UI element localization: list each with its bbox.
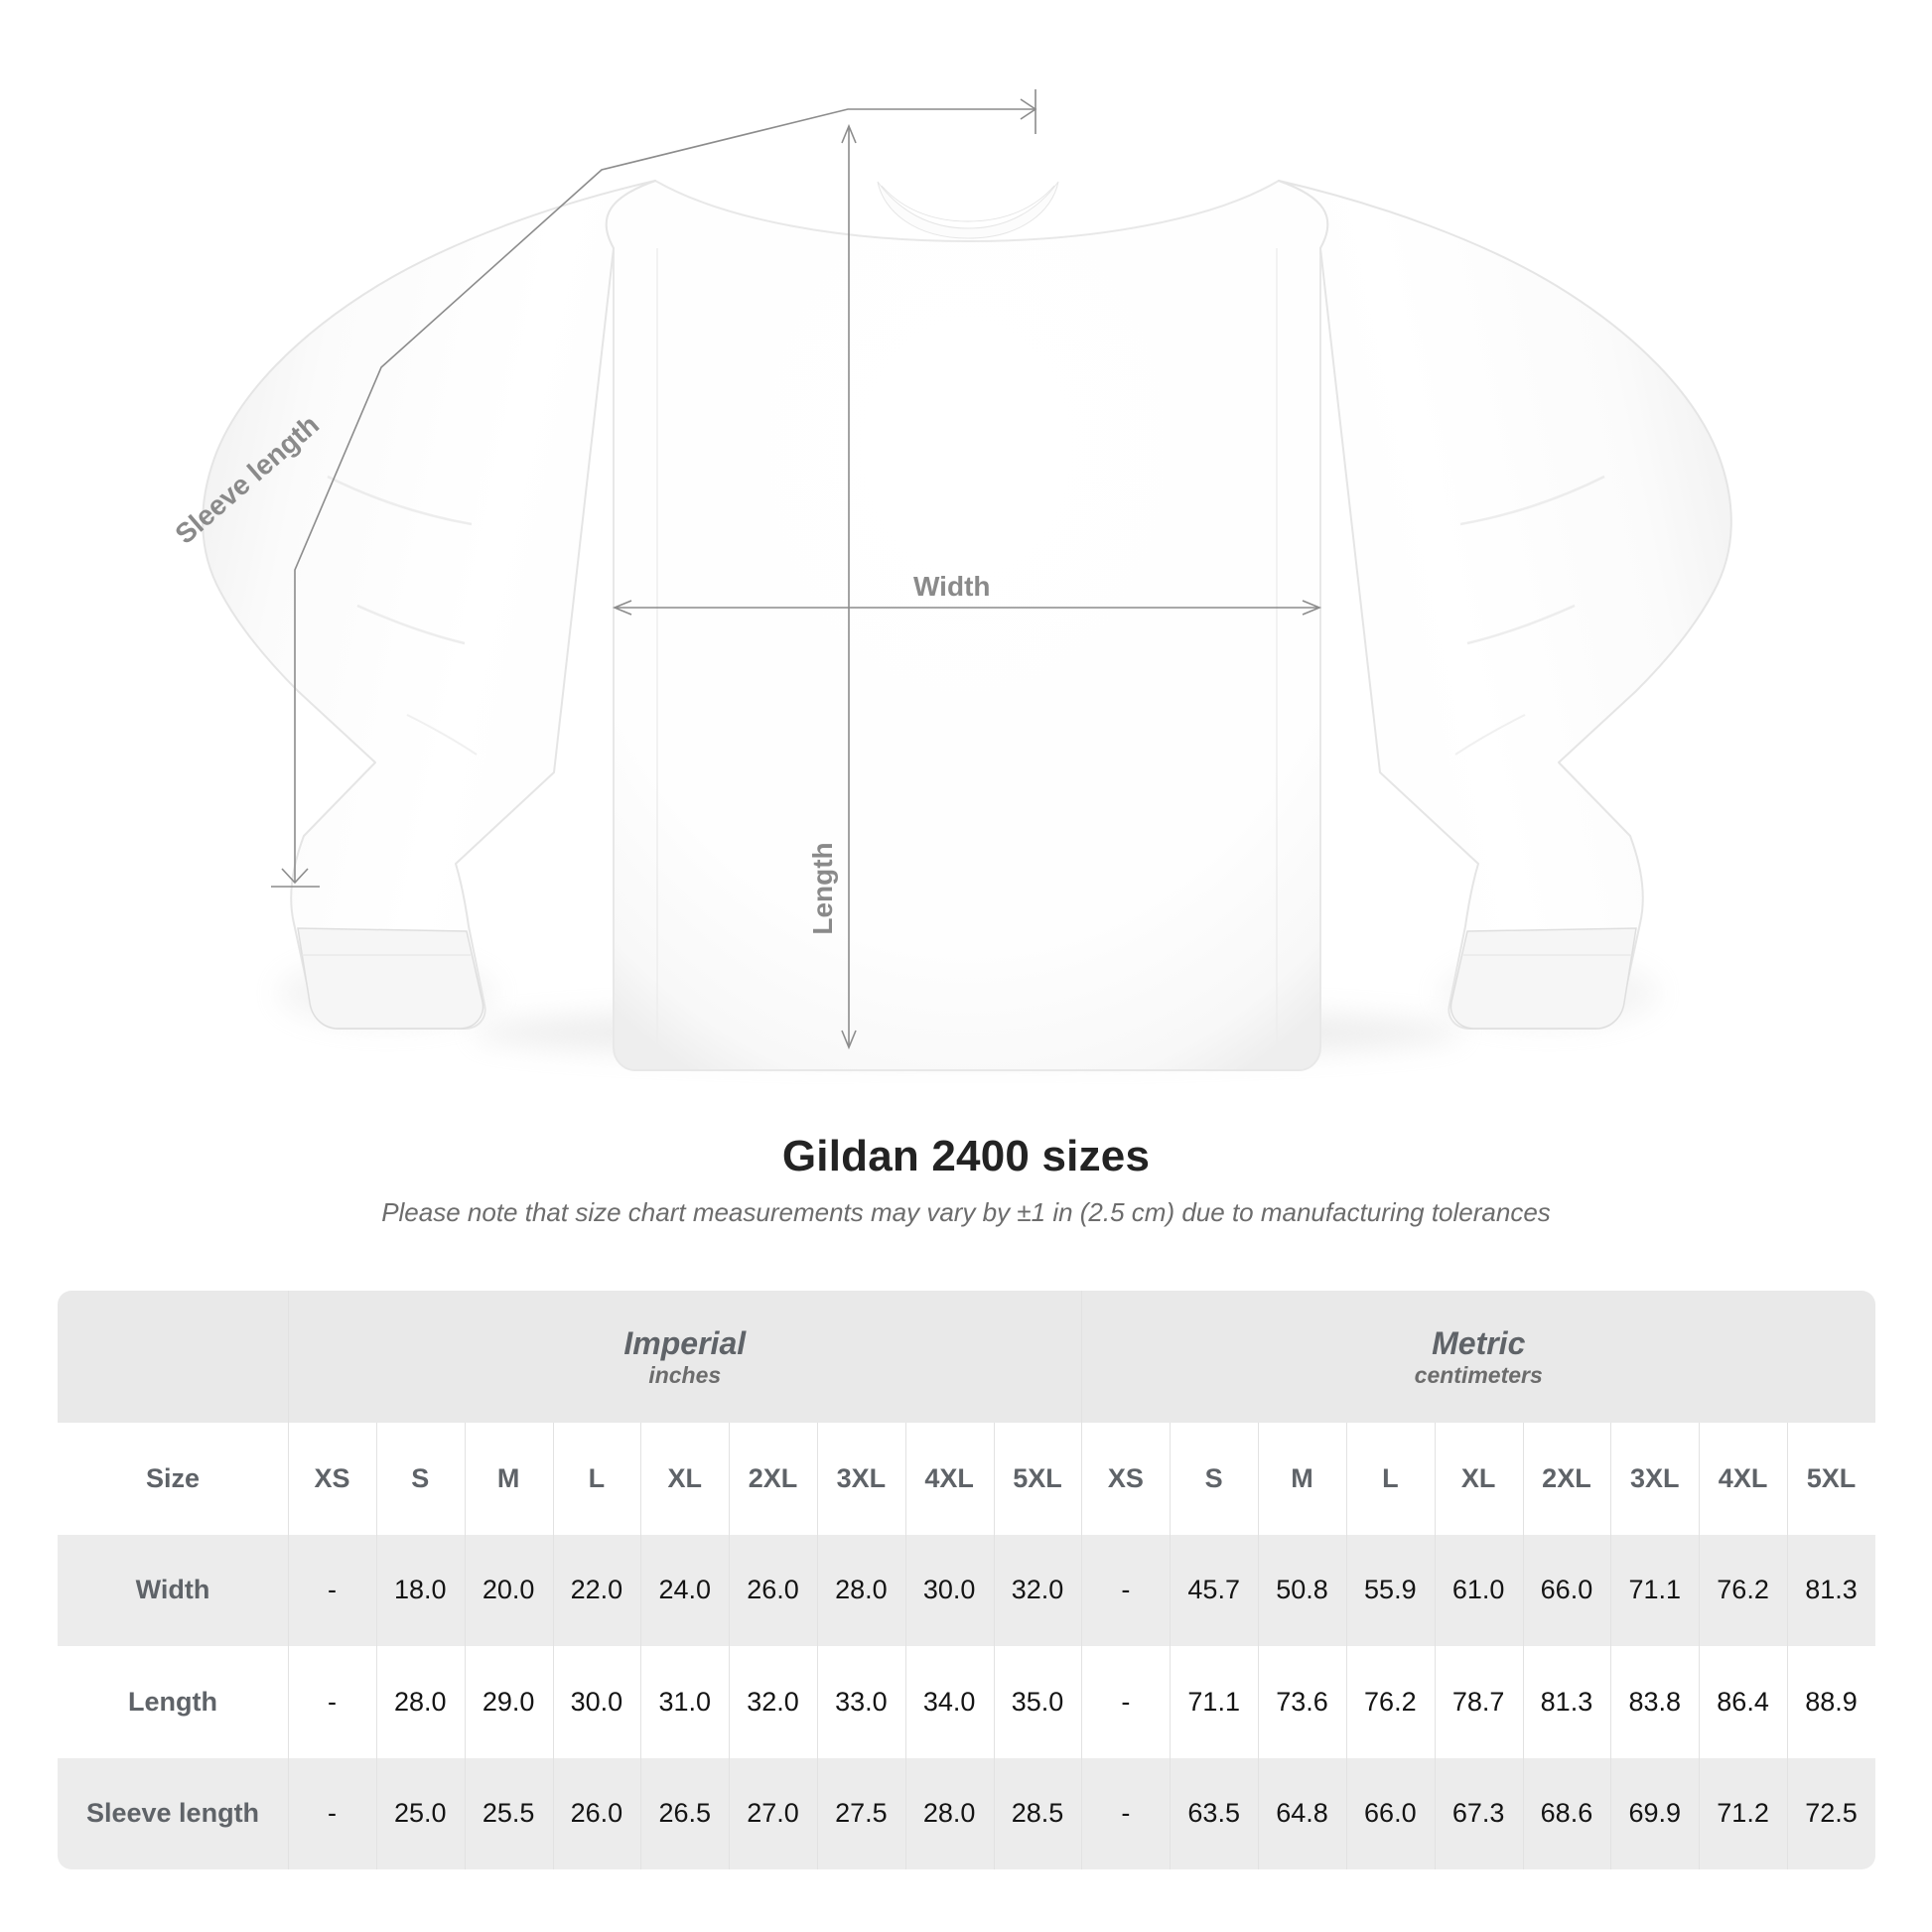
svg-text:Length: Length: [807, 842, 838, 934]
svg-text:Sleeve length: Sleeve length: [169, 409, 325, 550]
svg-text:Width: Width: [913, 571, 991, 602]
